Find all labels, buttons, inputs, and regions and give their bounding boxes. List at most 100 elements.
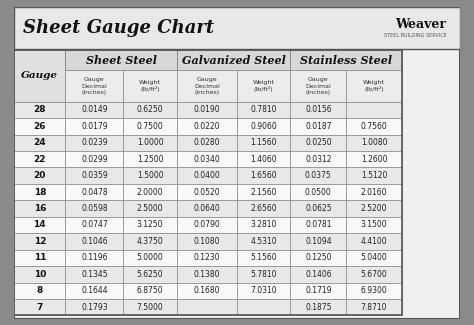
- Text: 0.1793: 0.1793: [81, 303, 108, 312]
- FancyBboxPatch shape: [123, 135, 177, 151]
- FancyBboxPatch shape: [346, 135, 402, 151]
- FancyBboxPatch shape: [291, 282, 346, 299]
- FancyBboxPatch shape: [237, 135, 291, 151]
- Text: 26: 26: [34, 122, 46, 131]
- Text: 0.0375: 0.0375: [305, 171, 332, 180]
- Text: 2.0160: 2.0160: [361, 188, 387, 197]
- Text: 20: 20: [34, 171, 46, 180]
- FancyBboxPatch shape: [65, 282, 123, 299]
- FancyBboxPatch shape: [346, 299, 402, 315]
- FancyBboxPatch shape: [291, 184, 346, 200]
- FancyBboxPatch shape: [14, 118, 65, 135]
- Text: 7: 7: [36, 303, 43, 312]
- Text: 2.6560: 2.6560: [250, 204, 277, 213]
- Text: 5.0000: 5.0000: [137, 254, 164, 262]
- Text: 0.0781: 0.0781: [305, 220, 332, 229]
- Text: 0.0625: 0.0625: [305, 204, 332, 213]
- Text: 0.1345: 0.1345: [81, 270, 108, 279]
- Text: 5.6250: 5.6250: [137, 270, 164, 279]
- Text: 0.0747: 0.0747: [81, 220, 108, 229]
- Text: 0.0280: 0.0280: [194, 138, 220, 147]
- Text: 0.1644: 0.1644: [81, 286, 108, 295]
- FancyBboxPatch shape: [291, 266, 346, 282]
- FancyBboxPatch shape: [123, 184, 177, 200]
- Text: Gauge
Decimal
(inches): Gauge Decimal (inches): [82, 77, 107, 95]
- FancyBboxPatch shape: [177, 102, 237, 118]
- Text: 5.7810: 5.7810: [250, 270, 277, 279]
- FancyBboxPatch shape: [123, 71, 177, 102]
- FancyBboxPatch shape: [123, 299, 177, 315]
- FancyBboxPatch shape: [237, 184, 291, 200]
- Text: 18: 18: [34, 188, 46, 197]
- FancyBboxPatch shape: [14, 200, 65, 217]
- Text: 0.1080: 0.1080: [194, 237, 220, 246]
- Text: 10: 10: [34, 270, 46, 279]
- Text: 14: 14: [34, 220, 46, 229]
- FancyBboxPatch shape: [237, 102, 291, 118]
- FancyBboxPatch shape: [177, 50, 291, 71]
- Text: 4.5310: 4.5310: [250, 237, 277, 246]
- FancyBboxPatch shape: [177, 151, 237, 167]
- FancyBboxPatch shape: [346, 184, 402, 200]
- Text: 0.0790: 0.0790: [193, 220, 220, 229]
- FancyBboxPatch shape: [177, 167, 237, 184]
- FancyBboxPatch shape: [123, 167, 177, 184]
- Text: 0.0239: 0.0239: [81, 138, 108, 147]
- Text: 28: 28: [34, 105, 46, 114]
- FancyBboxPatch shape: [346, 71, 402, 102]
- Text: 12: 12: [34, 237, 46, 246]
- FancyBboxPatch shape: [123, 282, 177, 299]
- Text: Weight
(lb/ft²): Weight (lb/ft²): [253, 80, 274, 92]
- FancyBboxPatch shape: [237, 266, 291, 282]
- FancyBboxPatch shape: [14, 250, 65, 266]
- Text: 0.0250: 0.0250: [305, 138, 332, 147]
- FancyBboxPatch shape: [123, 217, 177, 233]
- FancyBboxPatch shape: [14, 217, 65, 233]
- FancyBboxPatch shape: [291, 167, 346, 184]
- FancyBboxPatch shape: [65, 102, 123, 118]
- FancyBboxPatch shape: [177, 217, 237, 233]
- Text: 11: 11: [34, 254, 46, 262]
- Text: 0.0359: 0.0359: [81, 171, 108, 180]
- FancyBboxPatch shape: [346, 282, 402, 299]
- FancyBboxPatch shape: [237, 71, 291, 102]
- Text: 6.9300: 6.9300: [361, 286, 387, 295]
- FancyBboxPatch shape: [14, 233, 65, 250]
- Text: 16: 16: [34, 204, 46, 213]
- FancyBboxPatch shape: [177, 266, 237, 282]
- Text: 0.0598: 0.0598: [81, 204, 108, 213]
- Text: 0.1380: 0.1380: [194, 270, 220, 279]
- Text: Sheet Gauge Chart: Sheet Gauge Chart: [23, 19, 214, 36]
- Text: 0.1875: 0.1875: [305, 303, 332, 312]
- Text: Galvanized Steel: Galvanized Steel: [182, 55, 286, 66]
- FancyBboxPatch shape: [177, 282, 237, 299]
- FancyBboxPatch shape: [65, 118, 123, 135]
- FancyBboxPatch shape: [65, 50, 177, 71]
- Text: 2.5200: 2.5200: [361, 204, 387, 213]
- Text: 0.0190: 0.0190: [193, 105, 220, 114]
- FancyBboxPatch shape: [237, 282, 291, 299]
- Text: 1.5120: 1.5120: [361, 171, 387, 180]
- FancyBboxPatch shape: [14, 266, 65, 282]
- Text: Stainless Steel: Stainless Steel: [300, 55, 392, 66]
- Text: 0.0187: 0.0187: [305, 122, 332, 131]
- Text: 8: 8: [36, 286, 43, 295]
- Text: 0.7500: 0.7500: [137, 122, 164, 131]
- Text: 1.5000: 1.5000: [137, 171, 164, 180]
- FancyBboxPatch shape: [237, 299, 291, 315]
- Text: 0.0520: 0.0520: [193, 188, 220, 197]
- FancyBboxPatch shape: [346, 217, 402, 233]
- FancyBboxPatch shape: [237, 250, 291, 266]
- Text: Gauge
Decimal
(inches): Gauge Decimal (inches): [305, 77, 331, 95]
- Text: 1.2500: 1.2500: [137, 155, 164, 164]
- Text: 3.2810: 3.2810: [251, 220, 277, 229]
- Text: 0.1719: 0.1719: [305, 286, 332, 295]
- FancyBboxPatch shape: [346, 233, 402, 250]
- FancyBboxPatch shape: [291, 102, 346, 118]
- Text: Weaver: Weaver: [395, 18, 447, 31]
- FancyBboxPatch shape: [14, 184, 65, 200]
- FancyBboxPatch shape: [123, 102, 177, 118]
- Text: 0.1680: 0.1680: [194, 286, 220, 295]
- Text: 0.0179: 0.0179: [81, 122, 108, 131]
- Text: 7.0310: 7.0310: [250, 286, 277, 295]
